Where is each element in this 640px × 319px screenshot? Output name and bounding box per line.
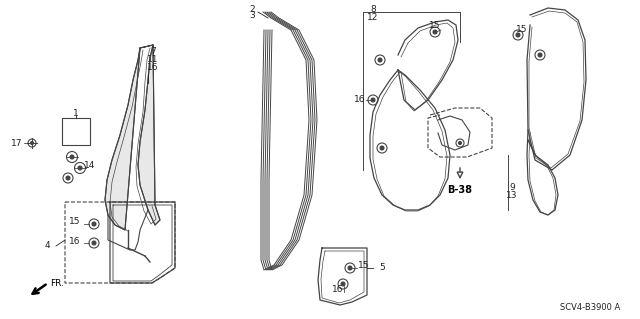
Circle shape (538, 53, 542, 57)
Circle shape (380, 146, 384, 150)
Circle shape (92, 241, 96, 245)
Circle shape (66, 176, 70, 180)
Text: 14: 14 (84, 160, 96, 169)
Circle shape (516, 33, 520, 37)
Text: 8: 8 (370, 5, 376, 14)
Text: 17: 17 (12, 138, 23, 147)
Circle shape (378, 58, 382, 62)
Text: 11: 11 (147, 56, 159, 64)
Text: 9: 9 (509, 183, 515, 192)
Text: 1: 1 (73, 108, 79, 117)
Circle shape (371, 98, 375, 102)
Text: 2: 2 (249, 4, 255, 13)
Circle shape (341, 282, 345, 286)
Text: 15: 15 (429, 21, 441, 31)
Text: 16: 16 (69, 236, 81, 246)
Text: 15: 15 (516, 25, 528, 33)
Text: 4: 4 (44, 241, 50, 250)
Circle shape (433, 30, 437, 34)
Circle shape (70, 155, 74, 159)
Circle shape (78, 166, 82, 170)
Text: FR.: FR. (50, 278, 64, 287)
Circle shape (348, 266, 352, 270)
Text: 7: 7 (150, 48, 156, 56)
Text: 12: 12 (367, 12, 379, 21)
Text: 5: 5 (379, 263, 385, 272)
Polygon shape (105, 45, 160, 230)
Text: B-38: B-38 (447, 185, 472, 195)
Text: 15: 15 (69, 218, 81, 226)
Text: 13: 13 (506, 191, 518, 201)
Text: 15: 15 (358, 262, 370, 271)
Text: 16: 16 (355, 95, 365, 105)
Text: 3: 3 (249, 11, 255, 20)
Text: SCV4-B3900 A: SCV4-B3900 A (560, 303, 620, 313)
Circle shape (458, 142, 461, 145)
Circle shape (31, 142, 33, 145)
Text: 16: 16 (147, 63, 159, 72)
Circle shape (92, 222, 96, 226)
Text: 16: 16 (332, 286, 344, 294)
